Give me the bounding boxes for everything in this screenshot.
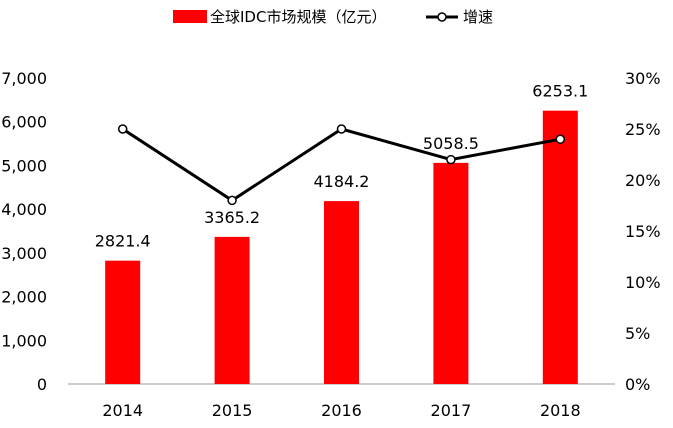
x-axis-tick-label: 2018 xyxy=(540,401,581,420)
right-axis-tick-label: 20% xyxy=(625,171,661,190)
left-axis-tick-labels: 0 1,000 2,000 3,000 4,000 5,000 6,000 7,000 xyxy=(1,69,47,394)
x-axis-tick-label: 2015 xyxy=(212,401,253,420)
growth-point xyxy=(227,195,237,206)
legend-bar-swatch xyxy=(173,10,207,23)
x-axis-tick-label: 2017 xyxy=(431,401,472,420)
right-axis-tick-label: 5% xyxy=(625,324,650,343)
left-axis-tick-label: 0 xyxy=(37,375,47,394)
bar xyxy=(105,260,141,384)
right-axis-tick-label: 10% xyxy=(625,273,661,292)
x-axis-tick-label: 2014 xyxy=(102,401,143,420)
bar-value-label: 3365.2 xyxy=(204,208,260,227)
right-axis-tick-label: 0% xyxy=(625,375,650,394)
legend-line-label: 增速 xyxy=(463,8,493,26)
legend-line-marker xyxy=(437,12,447,22)
bar-value-label: 4184.2 xyxy=(314,172,370,191)
left-axis-tick-label: 7,000 xyxy=(1,69,47,88)
bar-value-label: 6253.1 xyxy=(532,82,588,101)
x-axis-tick-label: 2016 xyxy=(321,401,362,420)
right-axis-tick-labels: 0% 5% 10% 15% 20% 25% 30% xyxy=(625,69,661,394)
bar-value-label: 2821.4 xyxy=(95,232,151,251)
growth-point xyxy=(446,154,456,165)
bar-series xyxy=(105,110,578,384)
left-axis-tick-label: 2,000 xyxy=(1,288,47,307)
left-axis-tick-label: 1,000 xyxy=(1,331,47,350)
bar xyxy=(433,162,469,384)
bar xyxy=(542,110,578,384)
left-axis-tick-label: 4,000 xyxy=(1,200,47,219)
legend-bar-label: 全球IDC市场规模（亿元） xyxy=(210,8,386,26)
right-axis-tick-label: 15% xyxy=(625,222,661,241)
left-axis-tick-label: 6,000 xyxy=(1,113,47,132)
bar-value-labels: 2821.4 3365.2 4184.2 5058.5 6253.1 xyxy=(95,82,589,251)
right-axis-tick-label: 25% xyxy=(625,120,661,139)
growth-point xyxy=(117,124,128,134)
legend: 全球IDC市场规模（亿元） 增速 xyxy=(173,8,493,26)
left-axis-tick-label: 5,000 xyxy=(1,156,47,175)
growth-line-series xyxy=(117,124,566,206)
growth-point xyxy=(336,124,347,134)
left-axis-tick-label: 3,000 xyxy=(1,244,47,263)
bar xyxy=(324,201,359,384)
right-axis-tick-label: 30% xyxy=(625,69,661,88)
growth-point xyxy=(555,134,566,144)
x-axis-tick-labels: 2014 2015 2016 2017 2018 xyxy=(102,401,580,420)
bar-value-label: 5058.5 xyxy=(423,134,479,153)
bar xyxy=(214,236,250,384)
